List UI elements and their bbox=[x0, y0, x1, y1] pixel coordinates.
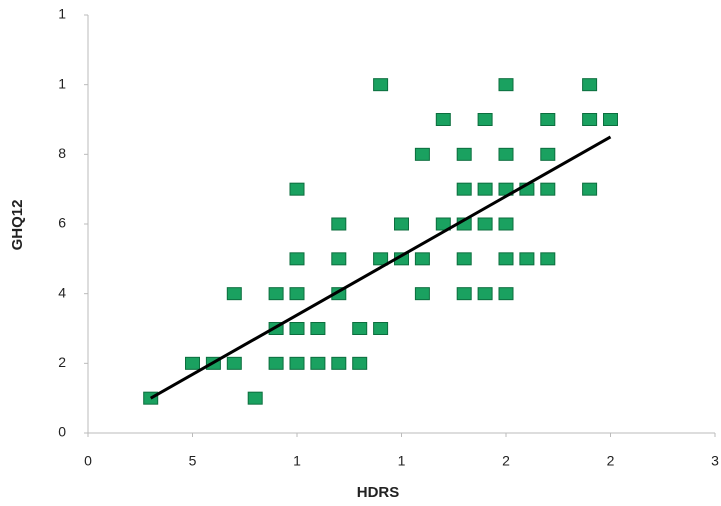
x-tick-label: 2 bbox=[607, 453, 615, 469]
point bbox=[456, 252, 472, 266]
point bbox=[456, 287, 472, 301]
point bbox=[289, 322, 305, 335]
y-tick-label: 1 bbox=[58, 75, 66, 91]
point bbox=[185, 356, 200, 370]
point bbox=[268, 287, 284, 301]
point bbox=[582, 113, 598, 126]
point bbox=[498, 78, 514, 92]
point bbox=[247, 391, 263, 405]
point bbox=[373, 252, 389, 266]
point bbox=[289, 356, 305, 370]
y-tick-label: 2 bbox=[58, 354, 66, 370]
point bbox=[331, 217, 347, 231]
point bbox=[456, 147, 472, 161]
x-tick-label: 1 bbox=[293, 453, 301, 469]
x-tick-label: 0 bbox=[84, 453, 92, 469]
point bbox=[435, 217, 451, 231]
point bbox=[498, 217, 514, 231]
point bbox=[582, 182, 598, 196]
point bbox=[331, 356, 347, 370]
point bbox=[310, 322, 326, 335]
y-tick-label: 0 bbox=[58, 424, 66, 440]
x-axis-title: HDRS bbox=[357, 484, 400, 501]
point bbox=[226, 287, 242, 301]
y-tick-label: 4 bbox=[58, 284, 66, 300]
point bbox=[477, 113, 493, 126]
point bbox=[289, 252, 305, 266]
x-tick-label: 1 bbox=[398, 453, 406, 469]
point bbox=[373, 78, 389, 92]
y-tick-label: 1 bbox=[58, 6, 66, 22]
point bbox=[352, 322, 368, 335]
point bbox=[289, 182, 305, 196]
point bbox=[310, 356, 326, 370]
point bbox=[582, 78, 598, 92]
point bbox=[289, 287, 305, 301]
point bbox=[540, 147, 556, 161]
point bbox=[414, 287, 430, 301]
point bbox=[477, 217, 493, 231]
point bbox=[603, 113, 618, 126]
point bbox=[394, 217, 409, 231]
point bbox=[226, 356, 242, 370]
point bbox=[331, 252, 347, 266]
point bbox=[414, 147, 430, 161]
point bbox=[414, 252, 430, 266]
point bbox=[268, 356, 284, 370]
point bbox=[456, 182, 472, 196]
x-tick-label: 3 bbox=[711, 453, 719, 469]
point bbox=[352, 356, 368, 370]
point bbox=[498, 252, 514, 266]
point bbox=[498, 287, 514, 301]
x-tick-label: 2 bbox=[502, 453, 510, 469]
y-tick-label: 6 bbox=[58, 215, 66, 231]
point bbox=[519, 252, 535, 266]
y-axis-title: GHQ12 bbox=[9, 200, 26, 251]
point bbox=[373, 322, 389, 335]
y-tick-label: 8 bbox=[58, 145, 66, 161]
trendline bbox=[149, 135, 612, 400]
point bbox=[540, 252, 556, 266]
point bbox=[540, 182, 556, 196]
x-tick-label: 5 bbox=[189, 453, 197, 469]
point bbox=[477, 287, 493, 301]
point bbox=[540, 113, 556, 126]
point bbox=[477, 182, 493, 196]
point bbox=[498, 147, 514, 161]
point bbox=[435, 113, 451, 126]
